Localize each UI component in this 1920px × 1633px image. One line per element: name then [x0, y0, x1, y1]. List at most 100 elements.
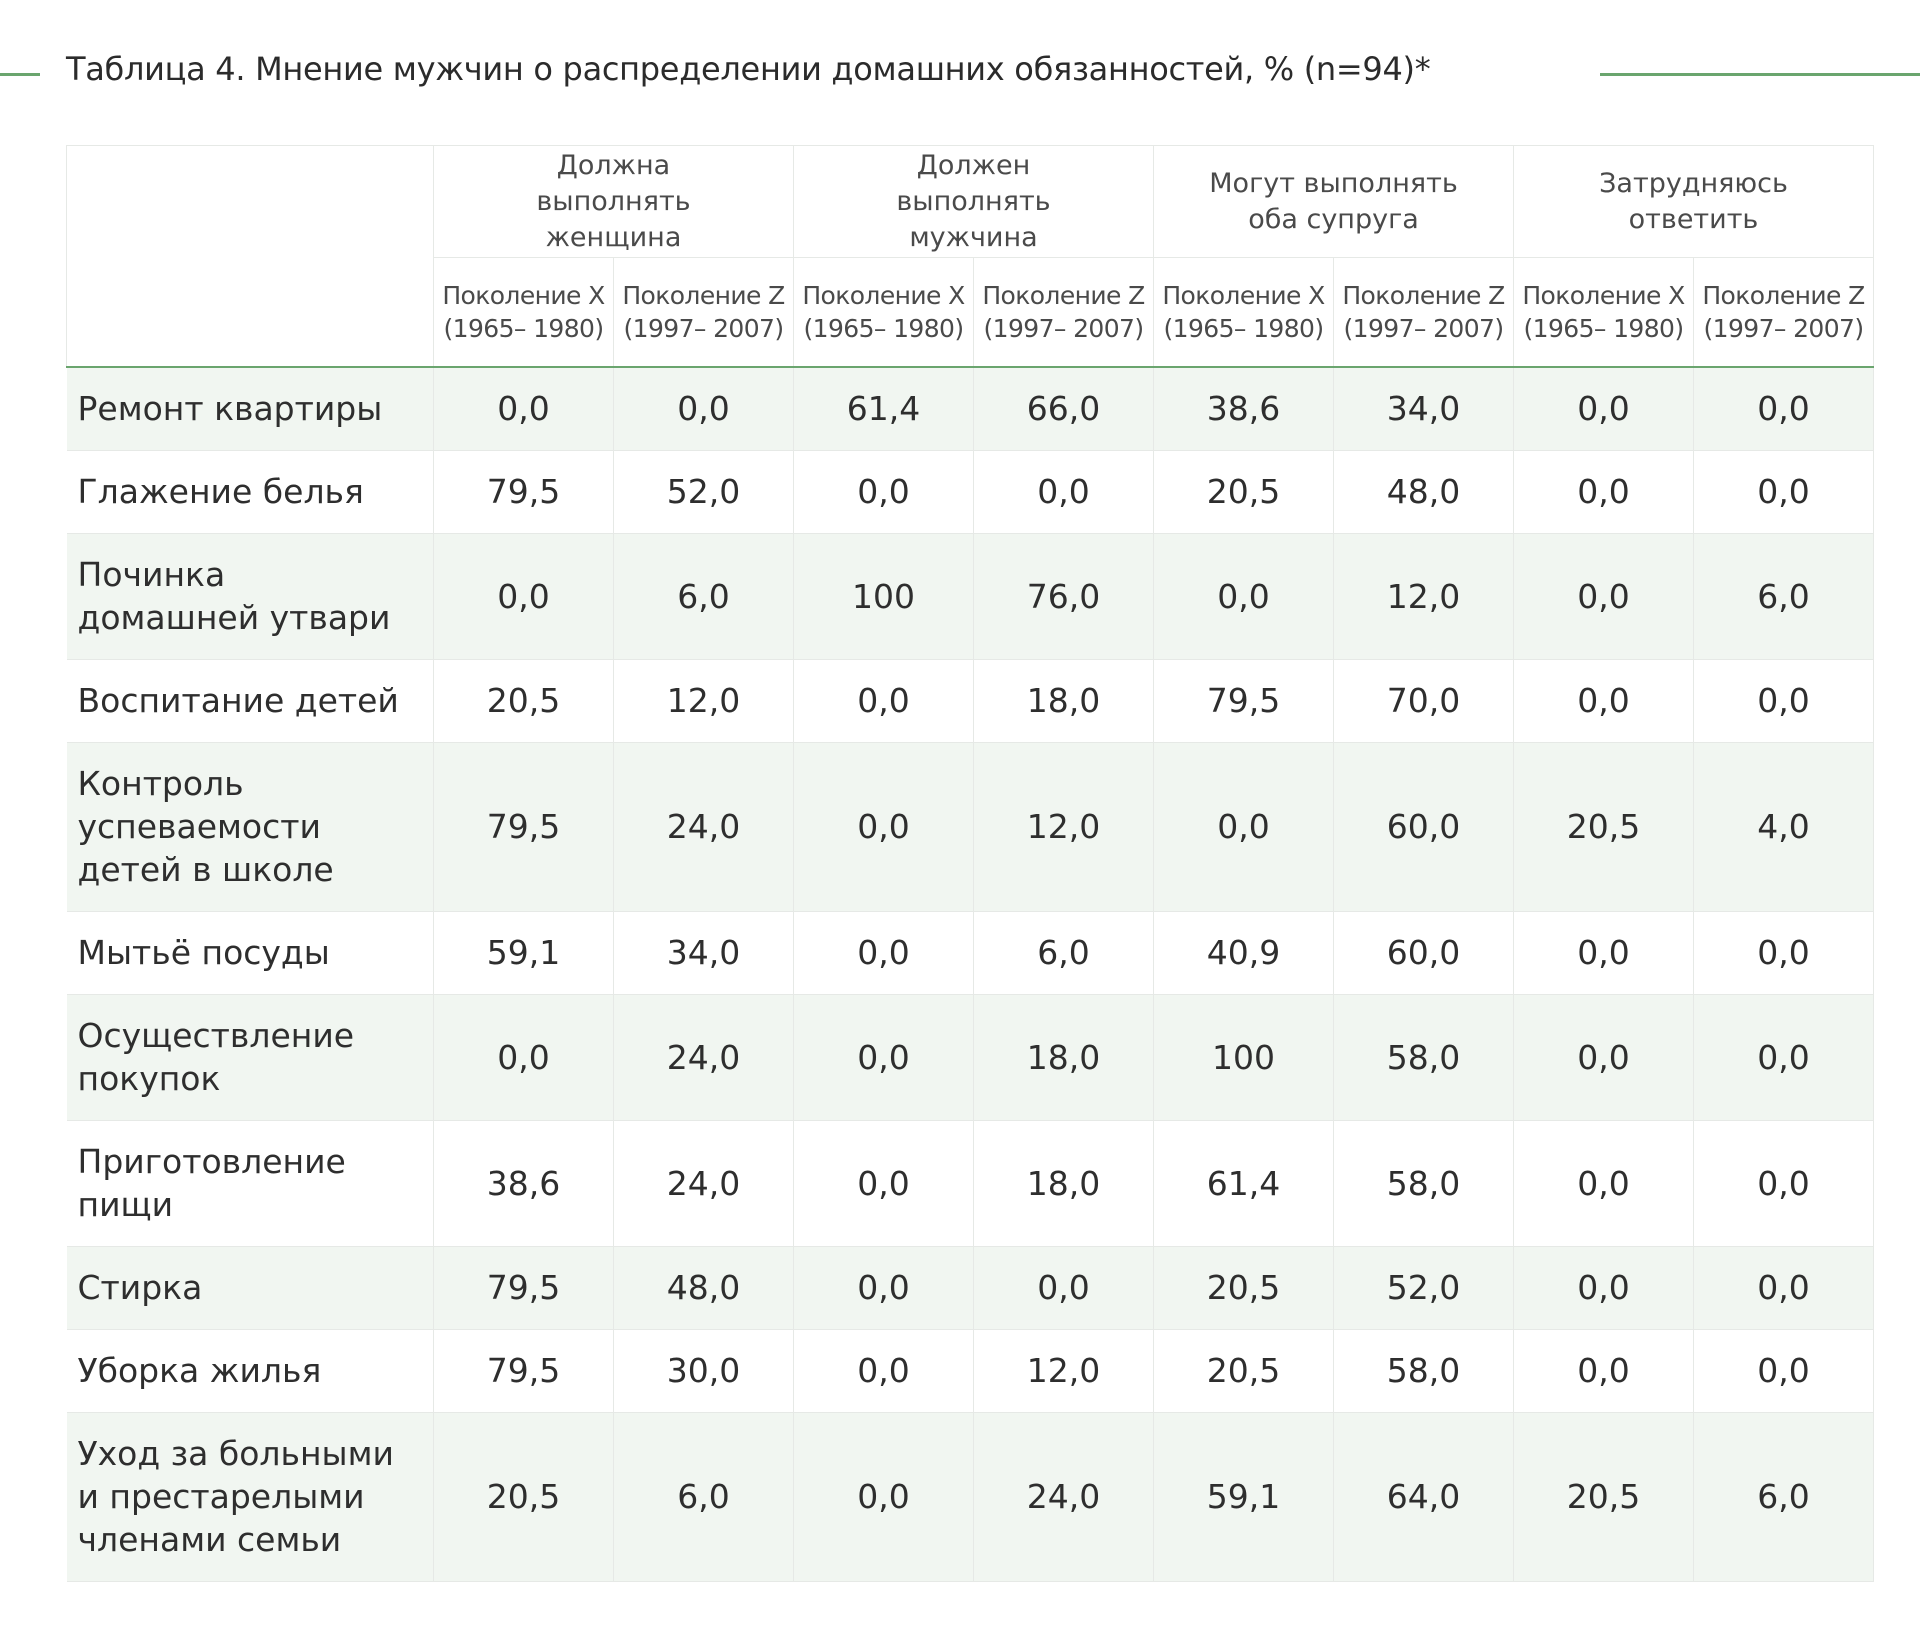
- row-label-text: Уход за больными и престарелыми членами …: [77, 1434, 394, 1559]
- header-group-label: Должна выполнять женщина: [536, 149, 691, 253]
- subheader-years: (1997– 2007): [623, 314, 785, 343]
- subheader-cell: Поколение X (1965– 1980): [433, 257, 614, 368]
- subheader-years: (1965– 1980): [1523, 314, 1685, 343]
- table-cell: 58,0: [1333, 1119, 1514, 1247]
- table-cell: 0,0: [793, 1119, 974, 1247]
- table-cell: 61,4: [1153, 1119, 1334, 1247]
- table-cell: 12,0: [1333, 532, 1514, 660]
- subheader-name: Поколение Z: [622, 281, 785, 310]
- header-corner: [66, 145, 434, 368]
- row-label: Починка домашней утвари: [66, 532, 434, 660]
- table-cell: 0,0: [1153, 741, 1334, 912]
- title-accent-line-left: [0, 73, 40, 76]
- subheader-cell: Поколение Z (1997– 2007): [1693, 257, 1874, 368]
- table-title: Таблица 4. Мнение мужчин о распределении…: [66, 50, 1431, 88]
- table-cell: 0,0: [1693, 993, 1874, 1121]
- header-group-label: Могут выполнять оба супруга: [1209, 167, 1458, 235]
- table-cell: 0,0: [1513, 1245, 1694, 1330]
- title-accent-line-right: [1600, 73, 1920, 76]
- subheader-name: Поколение Z: [1702, 281, 1865, 310]
- subheader-cell: Поколение X (1965– 1980): [1153, 257, 1334, 368]
- table-row: Уход за больными и престарелыми членами …: [66, 1411, 1874, 1582]
- table-cell: 20,5: [1513, 741, 1694, 912]
- table-cell: 0,0: [1693, 366, 1874, 451]
- header-group-man: Должен выполнять мужчина: [793, 145, 1154, 258]
- table-cell: 0,0: [793, 1328, 974, 1413]
- table-cell: 0,0: [793, 449, 974, 534]
- table-row: Контроль успеваемости детей в школе 79,5…: [66, 741, 1874, 912]
- row-label: Уход за больными и престарелыми членами …: [66, 1411, 434, 1582]
- table-cell: 20,5: [1153, 449, 1334, 534]
- table-cell: 0,0: [973, 1245, 1154, 1330]
- table-row: Глажение белья 79,5 52,0 0,0 0,0 20,5 48…: [66, 449, 1874, 534]
- table-cell: 6,0: [1693, 1411, 1874, 1582]
- table-cell: 4,0: [1693, 741, 1874, 912]
- table-cell: 20,5: [1153, 1328, 1334, 1413]
- table-cell: 20,5: [433, 658, 614, 743]
- table-cell: 66,0: [973, 366, 1154, 451]
- table-cell: 0,0: [1693, 1328, 1874, 1413]
- table-cell: 0,0: [433, 366, 614, 451]
- table-cell: 24,0: [973, 1411, 1154, 1582]
- table-cell: 79,5: [433, 449, 614, 534]
- table-cell: 0,0: [793, 658, 974, 743]
- table-cell: 34,0: [1333, 366, 1514, 451]
- subheader-years: (1997– 2007): [1703, 314, 1865, 343]
- subheader-years: (1997– 2007): [983, 314, 1145, 343]
- table-cell: 20,5: [1513, 1411, 1694, 1582]
- table-cell: 0,0: [1513, 658, 1694, 743]
- table-cell: 6,0: [1693, 532, 1874, 660]
- subheader-name: Поколение X: [1522, 281, 1685, 310]
- data-table: Должна выполнять женщина Должен выполнят…: [66, 145, 1874, 1582]
- table-cell: 0,0: [1513, 532, 1694, 660]
- table-row: Приготовление пищи 38,6 24,0 0,0 18,0 61…: [66, 1119, 1874, 1247]
- table-cell: 0,0: [793, 1245, 974, 1330]
- table-cell: 0,0: [1153, 532, 1334, 660]
- table-cell: 58,0: [1333, 993, 1514, 1121]
- table-cell: 79,5: [433, 1328, 614, 1413]
- subheader-cell: Поколение Z (1997– 2007): [1333, 257, 1514, 368]
- row-label: Воспитание детей: [66, 658, 434, 743]
- table-cell: 38,6: [433, 1119, 614, 1247]
- row-label: Осуществление покупок: [66, 993, 434, 1121]
- table-cell: 12,0: [973, 1328, 1154, 1413]
- subheader-cell: Поколение Z (1997– 2007): [973, 257, 1154, 368]
- table-row: Уборка жилья 79,5 30,0 0,0 12,0 20,5 58,…: [66, 1328, 1874, 1413]
- table-cell: 60,0: [1333, 910, 1514, 995]
- table-row: Воспитание детей 20,5 12,0 0,0 18,0 79,5…: [66, 658, 1874, 743]
- header-group-both: Могут выполнять оба супруга: [1153, 145, 1514, 258]
- table-cell: 0,0: [793, 1411, 974, 1582]
- table-cell: 38,6: [1153, 366, 1334, 451]
- table-cell: 48,0: [1333, 449, 1514, 534]
- subheader-name: Поколение Z: [1342, 281, 1505, 310]
- subheader-cell: Поколение X (1965– 1980): [793, 257, 974, 368]
- table-cell: 30,0: [613, 1328, 794, 1413]
- table-cell: 6,0: [613, 532, 794, 660]
- header-subgroup-row: Поколение X (1965– 1980) Поколение Z (1997…: [66, 257, 1874, 368]
- row-label: Глажение белья: [66, 449, 434, 534]
- header-group-undecided: Затрудняюсь ответить: [1513, 145, 1874, 258]
- table-cell: 0,0: [1693, 658, 1874, 743]
- row-label-text: Контроль успеваемости детей в школе: [77, 764, 334, 889]
- title-bar: Таблица 4. Мнение мужчин о распределении…: [0, 38, 1920, 110]
- table-cell: 12,0: [613, 658, 794, 743]
- subheader-years: (1997– 2007): [1343, 314, 1505, 343]
- row-label: Контроль успеваемости детей в школе: [66, 741, 434, 912]
- table-cell: 0,0: [1513, 910, 1694, 995]
- table-cell: 100: [793, 532, 974, 660]
- table-cell: 0,0: [1693, 910, 1874, 995]
- table-cell: 48,0: [613, 1245, 794, 1330]
- table-row: Починка домашней утвари 0,0 6,0 100 76,0…: [66, 532, 1874, 660]
- table-cell: 40,9: [1153, 910, 1334, 995]
- header-group-label: Затрудняюсь ответить: [1599, 167, 1788, 235]
- table-cell: 18,0: [973, 658, 1154, 743]
- table-cell: 0,0: [1513, 1119, 1694, 1247]
- table-cell: 59,1: [433, 910, 614, 995]
- row-label: Приготовление пищи: [66, 1119, 434, 1247]
- table-cell: 52,0: [613, 449, 794, 534]
- row-label-text: Приготовление пищи: [77, 1142, 346, 1224]
- table-cell: 0,0: [433, 993, 614, 1121]
- table-cell: 58,0: [1333, 1328, 1514, 1413]
- header-group-row: Должна выполнять женщина Должен выполнят…: [66, 145, 1874, 368]
- table-cell: 20,5: [1153, 1245, 1334, 1330]
